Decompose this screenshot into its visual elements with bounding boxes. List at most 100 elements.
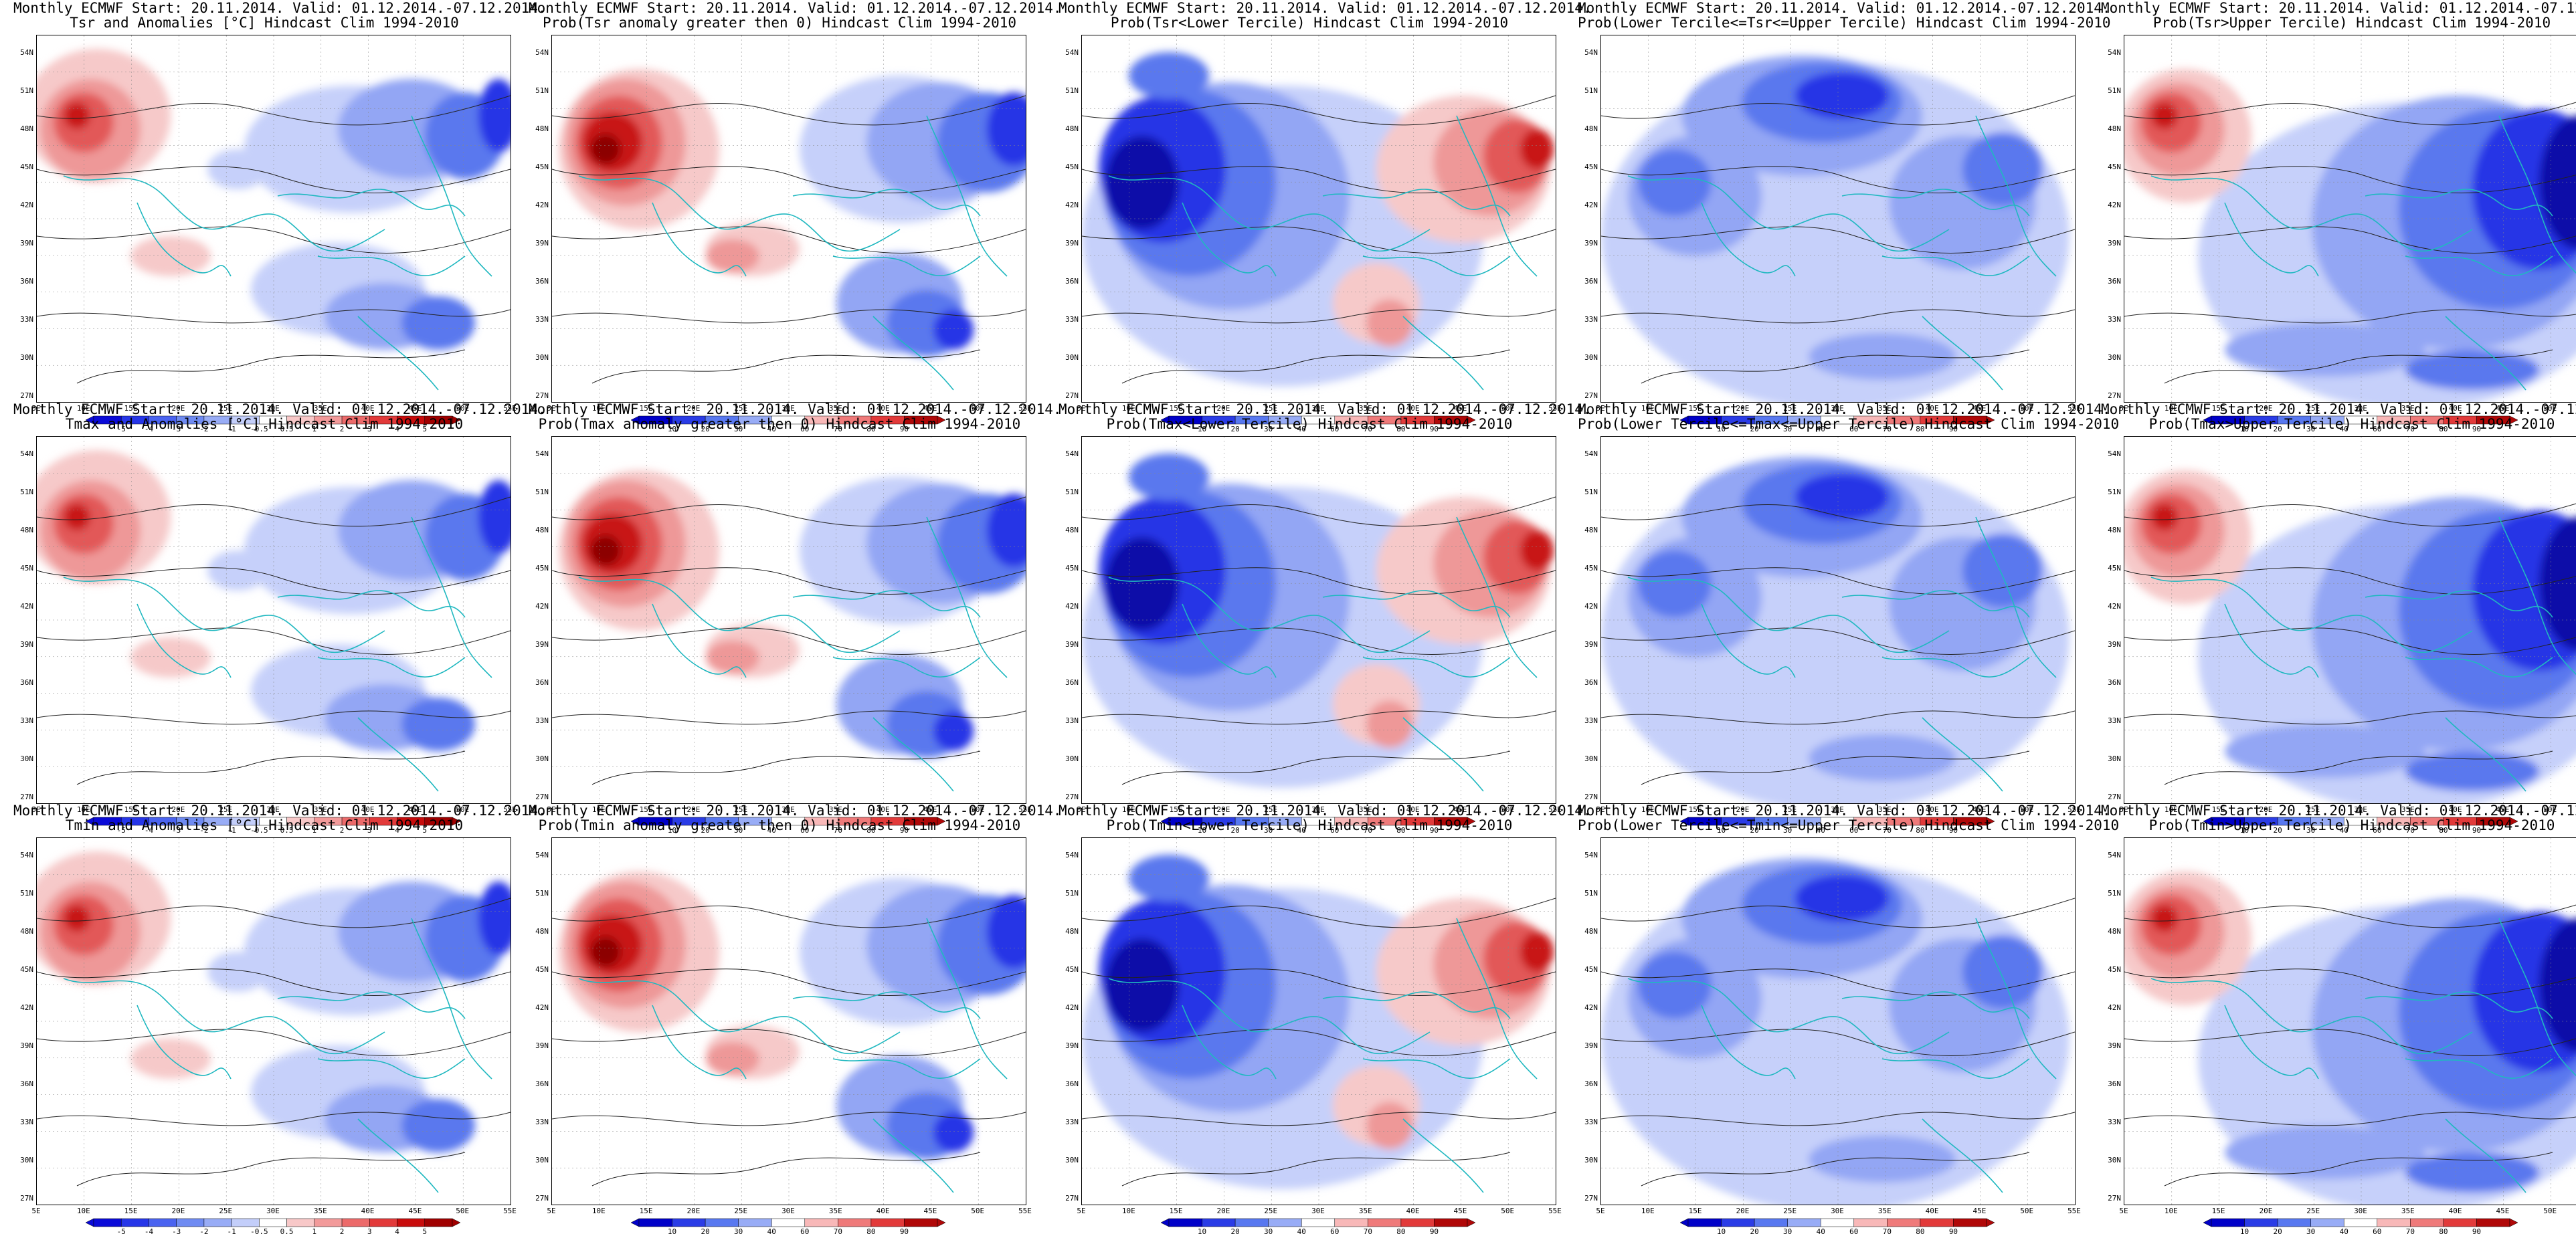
anomaly-region — [478, 882, 511, 955]
forecast-map — [1081, 837, 1556, 1205]
coastline — [578, 978, 901, 1055]
longitude-label: 20E — [171, 404, 185, 413]
latitude-label: 54N — [1584, 449, 1598, 458]
latitude-label: 27N — [1584, 1194, 1598, 1203]
colorbar-swatch — [1334, 1218, 1368, 1227]
anomaly-region — [1366, 1102, 1413, 1149]
colorbar-swatch — [2244, 1218, 2278, 1227]
longitude-label: 15E — [1169, 1207, 1183, 1215]
coastline — [136, 1005, 232, 1079]
colorbar-tick-label: 10 — [1197, 1227, 1207, 1236]
coastline — [2445, 717, 2526, 792]
colorbar-tick-label: 10 — [1197, 826, 1207, 835]
colorbar-tick-label: 4 — [395, 425, 399, 433]
contour-line — [37, 1112, 511, 1126]
contour-line — [552, 968, 1026, 996]
longitude-label: 50E — [971, 805, 985, 814]
forecast-map — [36, 35, 511, 403]
latitude-label: 54N — [535, 449, 549, 458]
colorbar-tick-label: -0.5 — [250, 425, 268, 433]
colorbar — [1160, 415, 1476, 425]
coastline — [317, 1058, 466, 1079]
anomaly-region — [590, 936, 621, 967]
colorbar-tick-label: 80 — [1396, 425, 1406, 433]
longitude-label: 45E — [923, 805, 937, 814]
latitude-label: 30N — [1065, 353, 1079, 362]
anomaly-region — [2539, 517, 2576, 651]
colorbar-tick-label: 60 — [1330, 1227, 1340, 1236]
colorbar-tick-label: 70 — [833, 425, 842, 433]
anomaly-region — [1520, 129, 1554, 169]
longitude-label: 25E — [1783, 1207, 1797, 1215]
colorbar-tick-label: -2 — [199, 826, 209, 835]
anomaly-region — [401, 296, 475, 350]
anomaly-region — [2539, 116, 2576, 249]
coastline — [2498, 516, 2576, 676]
colorbar — [85, 817, 461, 826]
coastline — [2498, 918, 2576, 1077]
colorbar-swatch — [672, 1218, 706, 1227]
coastline — [2365, 590, 2553, 618]
colorbar-tick-label: 5 — [422, 425, 428, 433]
coastline — [1456, 516, 1538, 678]
longitude-label: 5E — [31, 1207, 41, 1215]
anomaly-region — [933, 1112, 974, 1152]
contour-line — [2124, 1112, 2576, 1126]
longitude-label: 40E — [1406, 404, 1420, 413]
colorbar-swatch — [314, 1218, 343, 1227]
coastline — [2405, 255, 2553, 276]
panel-title-line1: Monthly ECMWF Start: 20.11.2014. Valid: … — [1578, 401, 2111, 417]
longitude-label: 20E — [1216, 805, 1230, 814]
colorbar-swatch — [120, 1218, 149, 1227]
colorbar-tick-label: -2 — [199, 425, 209, 433]
colorbar-tick-label: 30 — [1264, 826, 1273, 835]
coastline — [1975, 918, 2057, 1079]
contour-line — [37, 627, 511, 655]
colorbar-tick-label: 10 — [667, 425, 677, 433]
colorbar-swatch — [1953, 1218, 1987, 1227]
coastline — [2150, 175, 2473, 252]
colorbar-tick-label: 70 — [1363, 826, 1372, 835]
colorbar-tick-label: -0.5 — [250, 1227, 268, 1236]
latitude-label: 30N — [1584, 754, 1598, 763]
longitude-label: 45E — [2496, 404, 2510, 413]
colorbar-tick-label: 0.5 — [280, 826, 294, 835]
longitude-label: 30E — [266, 404, 280, 413]
longitude-label: 30E — [266, 805, 280, 814]
map-panel: Monthly ECMWF Start: 20.11.2014. Valid: … — [1578, 0, 2111, 433]
longitude-label: 20E — [686, 805, 701, 814]
coastline — [1881, 255, 2030, 276]
anomaly-region — [2405, 350, 2539, 390]
latitude-label: 33N — [20, 315, 33, 324]
contour-line — [37, 1029, 511, 1056]
map-panel: Monthly ECMWF Start: 20.11.2014. Valid: … — [1578, 401, 2119, 835]
longitude-label: 30E — [781, 805, 795, 814]
longitude-label: 40E — [1406, 805, 1420, 814]
coastline — [1402, 316, 1484, 391]
coastline — [1975, 115, 2057, 277]
coastline — [357, 1118, 439, 1193]
colorbar-tick-label: 5 — [422, 826, 428, 835]
colorbar-tick-label: 40 — [1297, 1227, 1306, 1236]
longitude-label: 15E — [1688, 1207, 1702, 1215]
coastline — [357, 316, 439, 391]
longitude-label: 15E — [1688, 805, 1702, 814]
colorbar-swatch — [2377, 1218, 2411, 1227]
latitude-label: 42N — [2108, 602, 2121, 611]
colorbar — [1160, 817, 1476, 826]
colorbar-tick-label: -3 — [172, 826, 181, 835]
contour-line — [1641, 349, 2030, 384]
longitude-label: 40E — [2448, 404, 2462, 413]
colorbar-tick-label: -4 — [144, 425, 154, 433]
anomaly-region — [64, 504, 90, 530]
anomaly-region — [1795, 875, 1889, 922]
map-panel: Monthly ECMWF Start: 20.11.2014. Valid: … — [529, 0, 1062, 433]
map-field — [1601, 437, 2075, 803]
contour-line — [2164, 1152, 2553, 1187]
longitude-label: 35E — [828, 404, 842, 413]
longitude-label: 45E — [408, 404, 422, 413]
colorbar-swatch — [2211, 1218, 2245, 1227]
latitude-label: 42N — [535, 201, 549, 209]
latitude-label: 39N — [1584, 239, 1598, 247]
longitude-label: 40E — [2448, 805, 2462, 814]
